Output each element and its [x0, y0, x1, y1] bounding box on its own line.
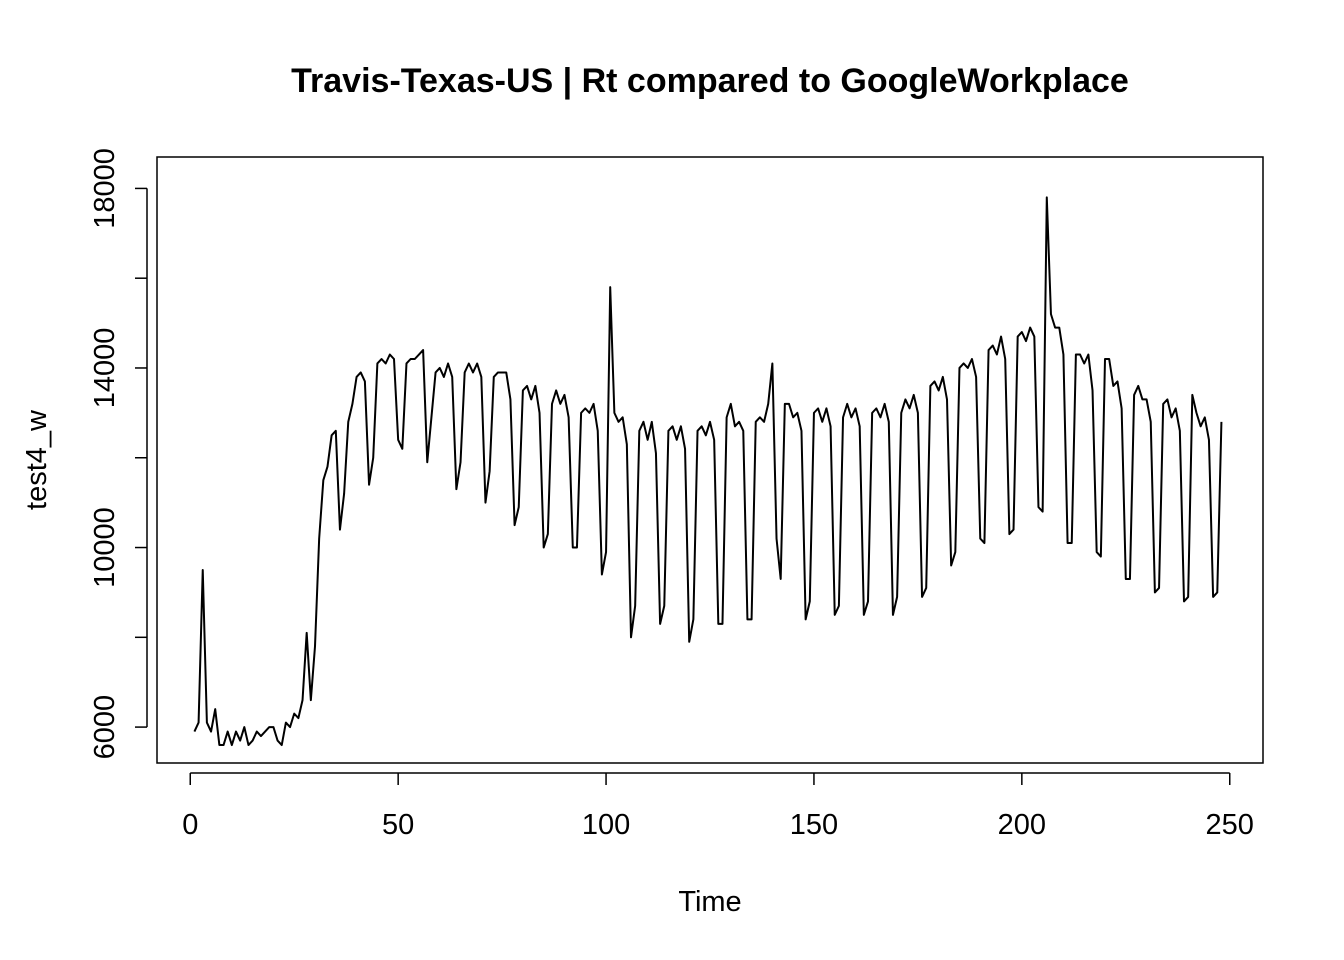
- x-tick-label: 0: [182, 809, 198, 841]
- x-tick-label: 200: [998, 809, 1046, 841]
- plot-frame: [156, 156, 1264, 764]
- y-tick-label: 6000: [89, 695, 121, 760]
- x-tick-label: 150: [790, 809, 838, 841]
- x-tick-label: 250: [1206, 809, 1254, 841]
- x-tick-label: 100: [582, 809, 630, 841]
- y-axis: 6000 10000 14000 18000: [89, 148, 148, 760]
- x-tick-label: 50: [382, 809, 414, 841]
- y-axis-label: test4_w: [21, 409, 53, 510]
- chart-title: Travis-Texas-US | Rt compared to GoogleW…: [291, 62, 1129, 100]
- series-line: [193, 196, 1223, 747]
- y-tick-label: 18000: [89, 148, 121, 229]
- x-axis: 0 50 100 150 200 250: [182, 772, 1254, 841]
- y-tick-label: 10000: [89, 507, 121, 588]
- y-tick-label: 14000: [89, 328, 121, 409]
- x-axis-label: Time: [678, 886, 741, 918]
